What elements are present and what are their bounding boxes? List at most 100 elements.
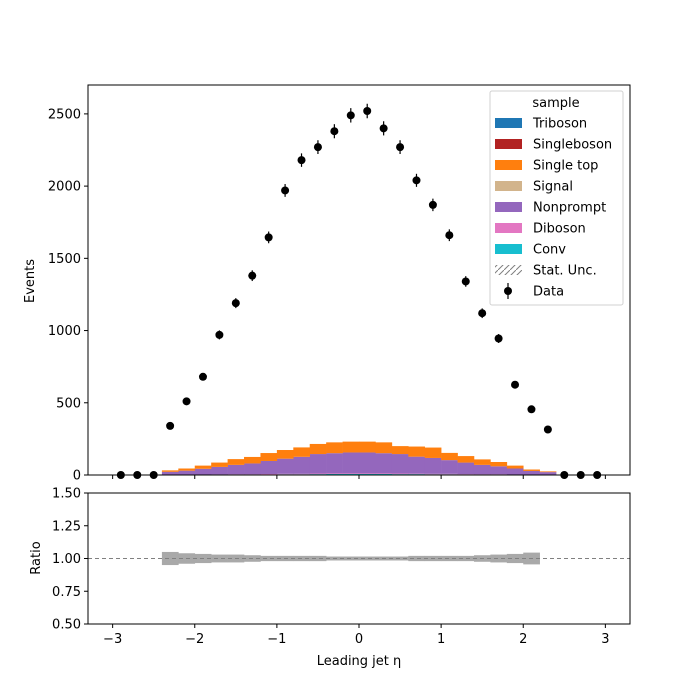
legend-swatch-signal bbox=[495, 181, 522, 191]
bar-diboson bbox=[359, 473, 376, 474]
data-point bbox=[346, 111, 355, 120]
data-point bbox=[445, 231, 454, 240]
bar-nonprompt bbox=[309, 454, 327, 474]
legend-label-signal: Signal bbox=[533, 180, 573, 195]
bar-single-top bbox=[342, 441, 360, 453]
bar-nonprompt bbox=[490, 466, 508, 475]
legend-swatch-triboson bbox=[495, 118, 522, 128]
y-tick-label: 2000 bbox=[48, 180, 81, 195]
ratio-band-segment bbox=[359, 556, 376, 561]
main-panel: 0 500 1000 1500 2000 2500 Events bbox=[23, 84, 631, 484]
data-point bbox=[281, 186, 290, 195]
bar-nonprompt bbox=[506, 468, 524, 475]
legend-entries: Triboson Singleboson Single top Signal Nonpr… bbox=[495, 117, 612, 300]
bar-nonprompt bbox=[441, 460, 458, 474]
data-point bbox=[478, 309, 487, 318]
bar-single-top bbox=[161, 470, 179, 472]
data-point bbox=[248, 271, 257, 280]
bar-conv bbox=[359, 473, 376, 475]
data-point bbox=[313, 143, 322, 152]
bar-single-top bbox=[490, 462, 508, 467]
bar-single-top bbox=[473, 459, 491, 465]
legend-label-data: Data bbox=[533, 285, 564, 300]
bar-nonprompt bbox=[523, 470, 540, 475]
data-point bbox=[543, 425, 552, 434]
bar-single-top bbox=[309, 443, 327, 455]
bar-nonprompt bbox=[391, 454, 409, 474]
main-y-ticks: 0 500 1000 1500 2000 2500 bbox=[48, 107, 88, 484]
data-point bbox=[215, 330, 224, 339]
data-point bbox=[231, 299, 240, 308]
bar-nonprompt bbox=[227, 464, 245, 475]
bar-single-top bbox=[276, 450, 294, 459]
data-point bbox=[396, 143, 405, 152]
ratio-band-segment bbox=[408, 555, 425, 562]
bar-single-top bbox=[441, 452, 458, 461]
bar-diboson bbox=[391, 473, 409, 475]
x-tick-label: 2 bbox=[519, 632, 527, 647]
ratio-y-tick-label: 0.75 bbox=[52, 585, 81, 600]
legend-swatch-conv bbox=[495, 244, 522, 254]
bar-single-top bbox=[293, 447, 311, 457]
bar-diboson bbox=[326, 473, 343, 474]
ratio-band-segment bbox=[441, 555, 458, 562]
legend-swatch-singleboson bbox=[495, 139, 522, 149]
bar-diboson bbox=[309, 473, 327, 475]
data-point bbox=[182, 397, 191, 406]
bar-nonprompt bbox=[375, 453, 393, 474]
bar-single-top bbox=[178, 468, 196, 471]
bar-nonprompt bbox=[539, 472, 557, 475]
y-tick-label: 500 bbox=[56, 396, 81, 411]
bar-nonprompt bbox=[457, 462, 475, 475]
bar-diboson bbox=[375, 473, 393, 474]
x-tick-label: −2 bbox=[185, 632, 204, 647]
ratio-y-ticks: 0.50 0.75 1.00 1.25 1.50 bbox=[52, 487, 88, 633]
legend-title: sample bbox=[532, 96, 579, 111]
data-point bbox=[166, 421, 175, 430]
data-point bbox=[494, 334, 503, 343]
legend-swatch-stat-unc bbox=[495, 265, 522, 275]
ratio-band-segment bbox=[211, 554, 228, 563]
ratio-y-tick-label: 1.25 bbox=[52, 519, 81, 534]
ratio-y-tick-label: 1.50 bbox=[52, 487, 81, 502]
data-point bbox=[527, 405, 536, 414]
bar-nonprompt bbox=[408, 456, 425, 474]
x-tick-label: −3 bbox=[103, 632, 122, 647]
bar-nonprompt bbox=[359, 452, 376, 474]
x-tick-label: 1 bbox=[437, 632, 445, 647]
ratio-y-tick-label: 0.50 bbox=[52, 618, 81, 633]
bar-conv bbox=[375, 473, 393, 475]
data-point bbox=[428, 200, 437, 209]
bar-nonprompt bbox=[276, 458, 294, 474]
bar-nonprompt bbox=[260, 460, 278, 474]
bar-single-top bbox=[457, 456, 475, 463]
legend-label-conv: Conv bbox=[533, 243, 566, 258]
bar-single-top bbox=[211, 462, 228, 467]
y-tick-label: 1500 bbox=[48, 252, 81, 267]
bar-single-top bbox=[506, 465, 524, 469]
ratio-band-segment bbox=[490, 554, 508, 563]
legend-swatch-diboson bbox=[495, 223, 522, 233]
bar-nonprompt bbox=[161, 471, 179, 475]
x-tick-label: 3 bbox=[601, 632, 609, 647]
bar-nonprompt bbox=[293, 456, 311, 474]
bar-diboson bbox=[342, 473, 360, 474]
bar-single-top bbox=[194, 465, 212, 469]
bar-single-top bbox=[391, 446, 409, 455]
legend-label-single-top: Single top bbox=[533, 159, 598, 174]
data-point bbox=[511, 380, 520, 389]
legend-swatch-single-top bbox=[495, 160, 522, 170]
data-point bbox=[379, 124, 388, 133]
bar-single-top bbox=[260, 453, 278, 461]
main-y-axis-label: Events bbox=[23, 259, 38, 303]
ratio-band-segment bbox=[161, 551, 179, 566]
legend-frame bbox=[489, 90, 624, 306]
bar-nonprompt bbox=[194, 468, 212, 475]
y-tick-label: 2500 bbox=[48, 107, 81, 122]
y-tick-label: 0 bbox=[73, 469, 81, 484]
bar-single-top bbox=[523, 469, 540, 471]
ratio-panel: 0.50 0.75 1.00 1.25 1.50 −3 −2 −1 0 1 2 3 Ratio Le… bbox=[29, 487, 631, 669]
legend-swatch-nonprompt bbox=[495, 202, 522, 212]
bar-single-top bbox=[375, 442, 393, 454]
